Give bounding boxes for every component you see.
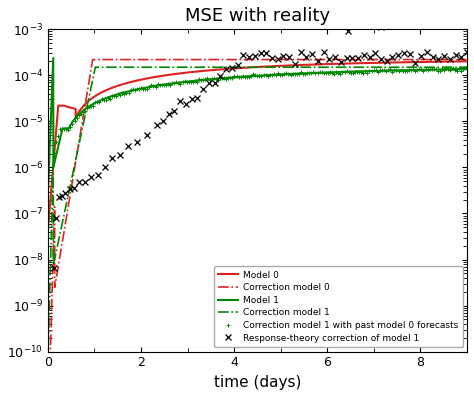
- Correction model 0: [90, 57, 96, 62]
- Correction model 1: [411, 65, 417, 69]
- Correction model 1 with past model 0 forecasts: [429, 67, 435, 72]
- Correction model 1: [206, 65, 211, 69]
- Response-theory correction of model 1: [436, 56, 441, 61]
- Response-theory correction of model 1: [134, 140, 140, 145]
- Correction model 0: [456, 57, 462, 62]
- Line: Model 1: Model 1: [48, 58, 467, 198]
- Line: Correction model 1 with past model 0 forecasts: Correction model 1 with past model 0 for…: [52, 66, 469, 154]
- Correction model 0: [411, 57, 417, 62]
- Correction model 1: [118, 65, 123, 69]
- Correction model 1 with past model 0 forecasts: [51, 150, 56, 155]
- Correction model 0: [118, 57, 123, 62]
- Correction model 1: [456, 65, 462, 69]
- Model 1: [50, 56, 56, 60]
- Model 1: [206, 77, 211, 82]
- Correction model 1 with past model 0 forecasts: [464, 67, 470, 71]
- Model 0: [45, 229, 51, 233]
- Response-theory correction of model 1: [144, 133, 149, 138]
- Legend: Model 0, Correction model 0, Model 1, Correction model 1, Correction model 1 wit: Model 0, Correction model 0, Model 1, Co…: [214, 266, 463, 347]
- Response-theory correction of model 1: [51, 265, 56, 270]
- Model 0: [411, 60, 417, 64]
- Title: MSE with reality: MSE with reality: [185, 7, 330, 25]
- Correction model 1: [464, 65, 470, 69]
- Correction model 1: [93, 65, 99, 69]
- Line: Correction model 0: Correction model 0: [48, 60, 467, 397]
- Correction model 1 with past model 0 forecasts: [456, 65, 462, 70]
- Correction model 1 with past model 0 forecasts: [76, 113, 82, 118]
- Model 1: [118, 91, 123, 96]
- Model 0: [464, 59, 470, 64]
- Response-theory correction of model 1: [378, 25, 384, 30]
- X-axis label: time (days): time (days): [214, 375, 301, 390]
- Model 0: [118, 83, 123, 87]
- Model 1: [93, 100, 99, 105]
- Correction model 1 with past model 0 forecasts: [128, 88, 134, 93]
- Model 1: [45, 196, 51, 201]
- Line: Correction model 1: Correction model 1: [48, 67, 467, 364]
- Correction model 1 with past model 0 forecasts: [161, 82, 167, 87]
- Correction model 0: [93, 57, 99, 62]
- Model 0: [93, 93, 99, 98]
- Model 1: [464, 67, 470, 71]
- Correction model 1: [224, 65, 230, 69]
- Model 1: [224, 75, 230, 80]
- Model 0: [224, 67, 229, 71]
- Model 0: [206, 68, 211, 73]
- Correction model 1 with past model 0 forecasts: [68, 125, 73, 129]
- Response-theory correction of model 1: [292, 62, 298, 66]
- Correction model 0: [464, 57, 470, 62]
- Line: Model 0: Model 0: [48, 62, 467, 231]
- Correction model 1: [45, 361, 51, 366]
- Correction model 0: [224, 57, 230, 62]
- Line: Response-theory correction of model 1: Response-theory correction of model 1: [51, 25, 470, 270]
- Model 1: [411, 67, 417, 72]
- Correction model 1 with past model 0 forecasts: [444, 66, 449, 71]
- Correction model 0: [206, 57, 211, 62]
- Model 1: [456, 67, 462, 71]
- Response-theory correction of model 1: [286, 55, 292, 60]
- Model 0: [456, 59, 462, 64]
- Correction model 1: [92, 65, 98, 69]
- Response-theory correction of model 1: [194, 95, 200, 100]
